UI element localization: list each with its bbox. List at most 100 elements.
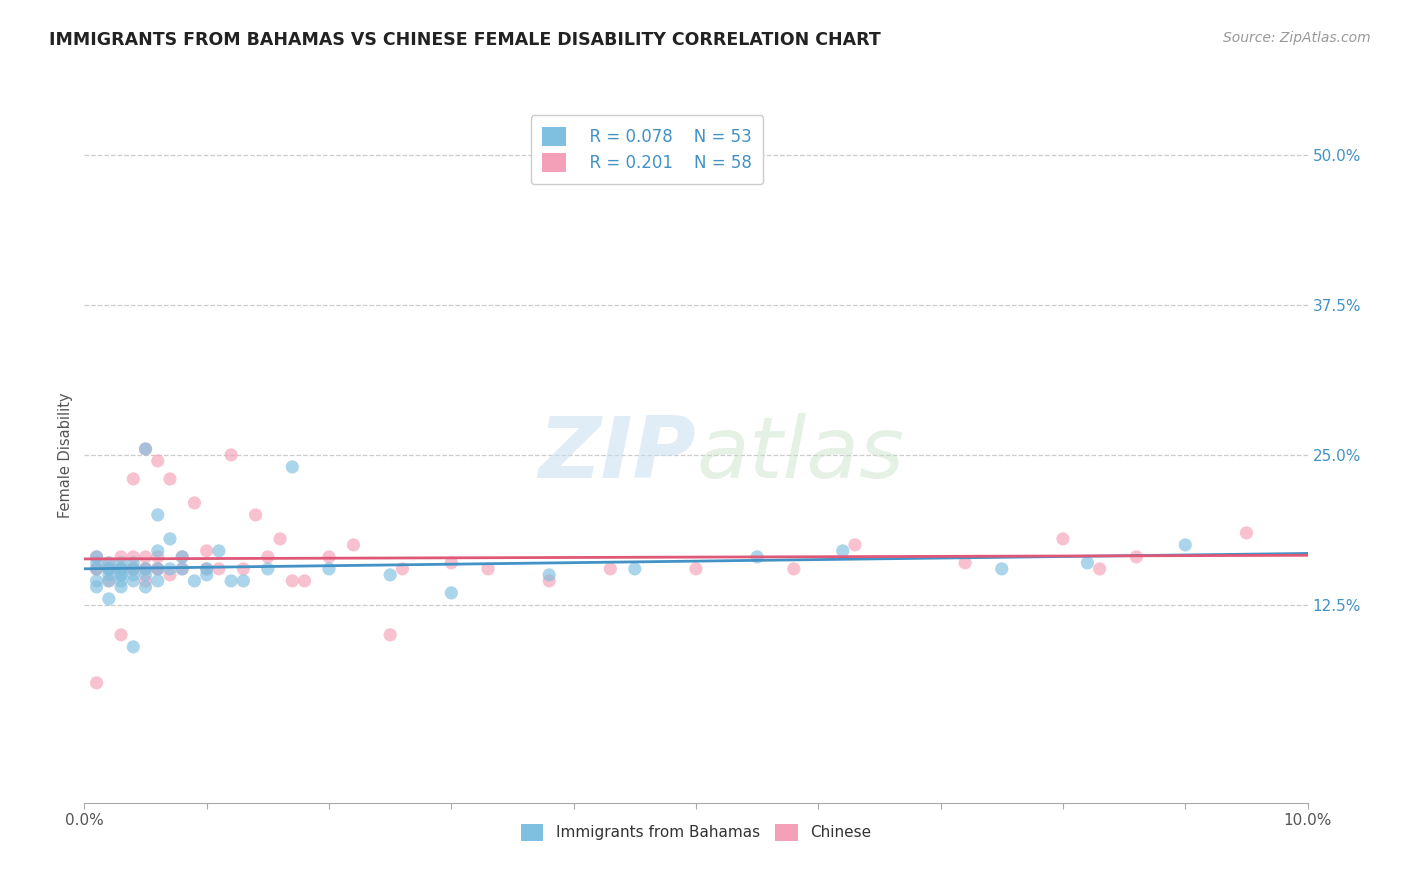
Text: ZIP: ZIP: [538, 413, 696, 497]
Point: [172, 549, 194, 564]
Point: [110, 556, 132, 570]
Point: [183, 496, 205, 510]
Point: [135, 562, 157, 576]
Point: [146, 544, 169, 558]
Point: [281, 459, 304, 474]
Text: Source: ZipAtlas.com: Source: ZipAtlas.com: [1223, 31, 1371, 45]
Point: [245, 508, 267, 522]
Point: [342, 538, 364, 552]
Point: [146, 549, 169, 564]
Point: [159, 472, 181, 486]
Point: [86, 556, 108, 570]
Point: [440, 556, 463, 570]
Point: [135, 562, 157, 576]
Point: [477, 562, 499, 576]
Point: [97, 562, 120, 576]
Point: [122, 556, 145, 570]
Point: [159, 567, 181, 582]
Point: [195, 544, 218, 558]
Point: [391, 562, 413, 576]
Point: [208, 544, 231, 558]
Legend: Immigrants from Bahamas, Chinese: Immigrants from Bahamas, Chinese: [515, 817, 877, 847]
Point: [86, 549, 108, 564]
Point: [97, 567, 120, 582]
Point: [1174, 538, 1197, 552]
Point: [86, 580, 108, 594]
Point: [318, 549, 340, 564]
Point: [110, 567, 132, 582]
Point: [208, 562, 231, 576]
Point: [86, 562, 108, 576]
Point: [953, 556, 976, 570]
Point: [86, 549, 108, 564]
Point: [122, 574, 145, 588]
Point: [195, 562, 218, 576]
Point: [110, 574, 132, 588]
Point: [232, 574, 254, 588]
Point: [97, 591, 120, 606]
Point: [122, 640, 145, 654]
Point: [97, 556, 120, 570]
Point: [97, 574, 120, 588]
Point: [122, 562, 145, 576]
Text: atlas: atlas: [696, 413, 904, 497]
Point: [110, 567, 132, 582]
Point: [380, 567, 402, 582]
Point: [538, 567, 561, 582]
Point: [440, 586, 463, 600]
Point: [97, 562, 120, 576]
Point: [110, 549, 132, 564]
Point: [86, 562, 108, 576]
Point: [97, 556, 120, 570]
Point: [86, 562, 108, 576]
Point: [135, 567, 157, 582]
Point: [86, 574, 108, 588]
Point: [294, 574, 316, 588]
Point: [624, 562, 647, 576]
Point: [1076, 556, 1098, 570]
Point: [1052, 532, 1074, 546]
Point: [122, 549, 145, 564]
Point: [146, 574, 169, 588]
Point: [599, 562, 621, 576]
Point: [135, 442, 157, 456]
Point: [685, 562, 707, 576]
Point: [135, 549, 157, 564]
Point: [122, 472, 145, 486]
Point: [1125, 549, 1147, 564]
Point: [159, 532, 181, 546]
Point: [97, 562, 120, 576]
Point: [110, 562, 132, 576]
Point: [318, 562, 340, 576]
Point: [146, 562, 169, 576]
Point: [831, 544, 853, 558]
Point: [1236, 525, 1258, 540]
Point: [110, 562, 132, 576]
Point: [135, 562, 157, 576]
Point: [146, 454, 169, 468]
Point: [172, 562, 194, 576]
Point: [783, 562, 806, 576]
Point: [146, 562, 169, 576]
Point: [97, 574, 120, 588]
Point: [172, 549, 194, 564]
Point: [146, 508, 169, 522]
Point: [1088, 562, 1111, 576]
Point: [86, 676, 108, 690]
Point: [281, 574, 304, 588]
Point: [110, 628, 132, 642]
Point: [110, 562, 132, 576]
Point: [110, 562, 132, 576]
Point: [232, 562, 254, 576]
Point: [110, 562, 132, 576]
Point: [135, 574, 157, 588]
Point: [991, 562, 1014, 576]
Point: [183, 574, 205, 588]
Point: [122, 562, 145, 576]
Point: [195, 567, 218, 582]
Point: [122, 567, 145, 582]
Point: [257, 549, 280, 564]
Point: [135, 442, 157, 456]
Point: [380, 628, 402, 642]
Text: IMMIGRANTS FROM BAHAMAS VS CHINESE FEMALE DISABILITY CORRELATION CHART: IMMIGRANTS FROM BAHAMAS VS CHINESE FEMAL…: [49, 31, 882, 49]
